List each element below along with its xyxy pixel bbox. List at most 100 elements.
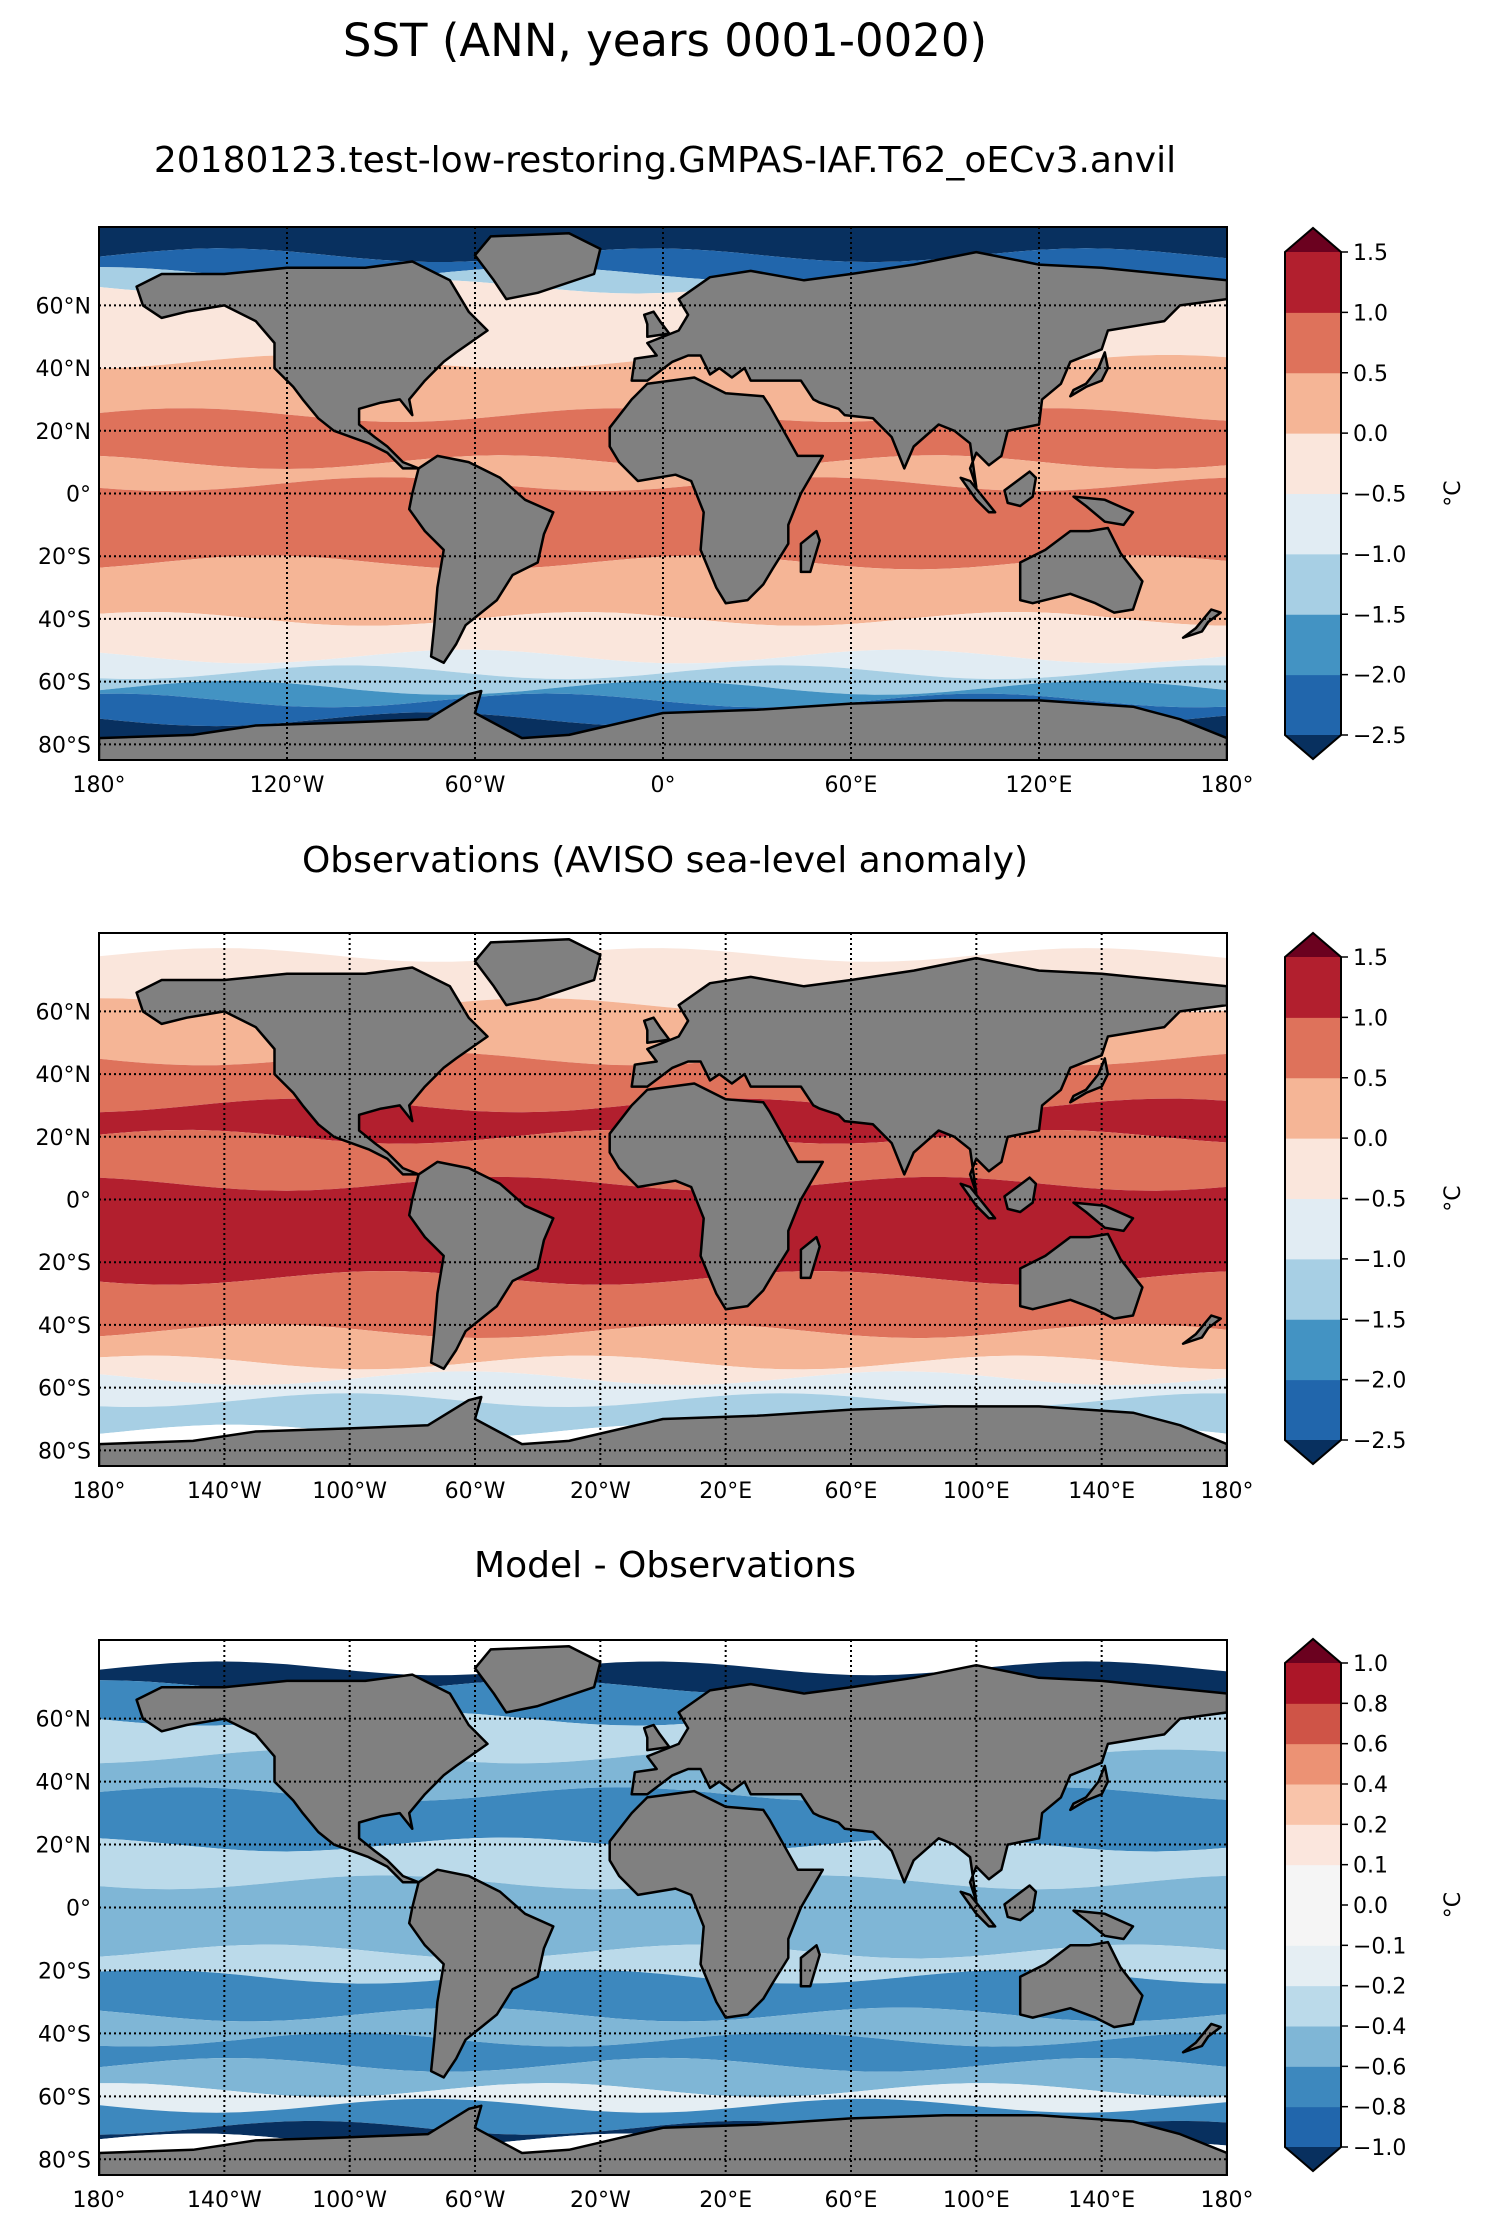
ocean-band: [99, 2057, 1227, 2097]
x-tick-label: 180°: [73, 1479, 126, 1504]
land-mass: [630, 1663, 1227, 1903]
x-tick-label: 100°W: [312, 1479, 387, 1504]
colorbar-tick-label: −1.5: [1353, 1308, 1406, 1333]
axes-frame: [98, 226, 1228, 761]
colorbar-segment: [1285, 252, 1341, 313]
ocean-band: [99, 2007, 1227, 2047]
colorbar-segment: [1285, 1864, 1341, 1906]
colorbar-tick-label: 0.8: [1353, 1692, 1388, 1717]
land-mass: [642, 310, 671, 338]
land-mass: [959, 476, 997, 514]
ocean-band: [99, 1969, 1227, 2022]
x-tick-label: 120°E: [1006, 773, 1073, 798]
y-tick-label: 20°N: [36, 420, 91, 445]
x-tick-label: 180°: [1201, 2188, 1254, 2213]
y-tick-label: 60°N: [36, 294, 91, 319]
map-panel-3: 180° 140°W 100°W 60°W 20°W 20°E 60°E 100°E 140°E…: [36, 1639, 1254, 2213]
ocean-band: [99, 2083, 1227, 2113]
x-tick-label: 180°: [1201, 1479, 1254, 1504]
colorbar-1: −2.5 −2.0 −1.5 −1.0 −0.5 0.0 0.5 1.0 1.5 °C: [1284, 226, 1466, 761]
y-tick-label: 60°S: [38, 2085, 91, 2110]
land-mass: [407, 1160, 555, 1371]
ocean-band: [99, 2032, 1227, 2072]
x-tick-label: 140°W: [187, 2188, 262, 2213]
colorbar-segment: [1285, 1985, 1341, 2027]
colorbar-segment: [1285, 493, 1341, 555]
x-tick-label: 100°E: [943, 2188, 1010, 2213]
colorbar-tick-label: −0.1: [1353, 1934, 1406, 1959]
colorbar-extend-min: [1285, 735, 1341, 759]
land-mass: [799, 529, 821, 574]
land-mass: [99, 2104, 1227, 2175]
axes-frame: [98, 932, 1228, 1467]
colorbar-tick-label: −2.5: [1353, 1429, 1406, 1454]
ocean-band: [99, 1176, 1227, 1285]
colorbar-tick-label: 0.4: [1353, 1773, 1388, 1798]
colorbar-tick-label: −1.0: [1353, 1248, 1406, 1273]
colorbar-extend-min: [1285, 1440, 1341, 1464]
y-tick-label: 0°: [66, 483, 91, 508]
land-mass: [1018, 526, 1144, 614]
y-tick-label: 80°S: [38, 733, 91, 758]
ocean-band: [99, 1355, 1227, 1386]
ocean-band: [99, 1324, 1227, 1370]
y-tick-label: 20°S: [38, 1959, 91, 1984]
land-mass: [630, 250, 1227, 489]
map-area: [99, 1640, 1227, 2175]
land-mass: [1069, 1764, 1110, 1812]
x-tick-label: 120°W: [250, 773, 325, 798]
colorbar-tick-label: −0.5: [1353, 1188, 1406, 1213]
colorbar-tick-label: −1.0: [1353, 543, 1406, 568]
x-tick-label: 180°: [73, 773, 126, 798]
land-mass: [630, 956, 1227, 1195]
colorbar-tick-label: 0.1: [1353, 1854, 1388, 1879]
colorbar-tick-label: 0.5: [1353, 362, 1388, 387]
land-mass: [1181, 2022, 1222, 2054]
figure-title: SST (ANN, years 0001-0020): [342, 14, 988, 67]
colorbar-tick-label: 1.0: [1353, 1652, 1388, 1677]
y-tick-label: 60°S: [38, 671, 91, 696]
colorbar-tick-label: 0.0: [1353, 422, 1388, 447]
colorbar-segment: [1285, 2106, 1341, 2148]
land-mass: [959, 1182, 997, 1220]
colorbar-units-label: °C: [1441, 1892, 1466, 1918]
y-tick-label: 20°N: [36, 1126, 91, 1151]
land-mass: [407, 454, 555, 665]
ocean-band: [99, 1640, 1227, 1676]
y-tick-label: 40°S: [38, 608, 91, 633]
colorbar-segment: [1285, 1379, 1341, 1441]
colorbar-tick-label: −0.6: [1353, 2055, 1406, 2080]
colorbar-segment: [1285, 1138, 1341, 1199]
colorbar-segment: [1285, 1945, 1341, 1987]
colorbar-tick-label: −2.0: [1353, 664, 1406, 689]
y-tick-label: 60°N: [36, 1708, 91, 1733]
ocean-band: [99, 1271, 1227, 1339]
colorbar-tick-label: −2.5: [1353, 724, 1406, 749]
x-tick-label: 20°W: [570, 2188, 631, 2213]
ocean-band: [99, 1371, 1227, 1407]
land-mass: [473, 1645, 602, 1714]
colorbar-units-label: °C: [1441, 480, 1466, 506]
land-mass: [1181, 608, 1222, 639]
ocean-band: [99, 1875, 1227, 1959]
colorbar-tick-label: 0.5: [1353, 1067, 1388, 1092]
map-area: [99, 933, 1227, 1466]
ocean-band: [99, 1944, 1227, 1984]
panel-2-title: Observations (AVISO sea-level anomaly): [301, 840, 1029, 881]
colorbar-segment: [1285, 674, 1341, 736]
map-panel-2: 180° 140°W 100°W 60°W 20°W 20°E 60°E 100°E 140°E…: [36, 932, 1254, 1504]
y-tick-label: 80°S: [38, 1439, 91, 1464]
land-mass: [135, 966, 489, 1176]
colorbar-segment: [1285, 433, 1341, 494]
colorbar-2: −2.5 −2.0 −1.5 −1.0 −0.5 0.0 0.5 1.0 1.5 °C: [1284, 931, 1466, 1466]
x-tick-label: 140°E: [1068, 2188, 1135, 2213]
ocean-band: [99, 681, 1227, 708]
land-mass: [407, 1868, 555, 2079]
map-panel-1: 180° 120°W 60°W 0° 60°E 120°E 180° 60°N 40°N 20°N…: [36, 226, 1254, 798]
panel-3-title: Model - Observations: [474, 1545, 856, 1586]
colorbar-segment: [1285, 1905, 1341, 1946]
colorbar-tick-label: −0.4: [1353, 2015, 1406, 2040]
y-tick-label: 80°S: [38, 2148, 91, 2173]
colorbar-tick-label: −1.5: [1353, 603, 1406, 628]
x-tick-label: 180°: [1201, 773, 1254, 798]
